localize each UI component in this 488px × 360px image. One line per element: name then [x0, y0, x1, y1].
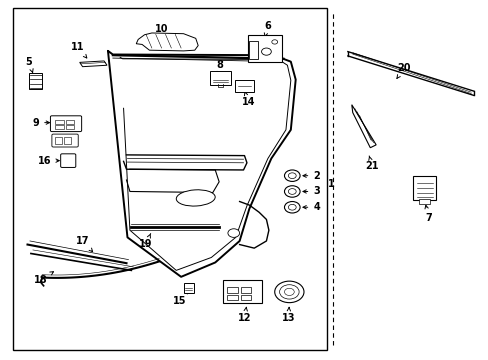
FancyBboxPatch shape — [223, 280, 261, 303]
Polygon shape — [351, 105, 375, 148]
Text: 4: 4 — [303, 202, 319, 212]
Circle shape — [284, 202, 300, 213]
Bar — [65, 125, 74, 129]
Bar — [55, 120, 63, 124]
FancyBboxPatch shape — [234, 80, 253, 92]
Circle shape — [279, 285, 299, 299]
Circle shape — [227, 229, 239, 237]
Text: 15: 15 — [173, 290, 187, 306]
Ellipse shape — [176, 190, 215, 206]
Circle shape — [284, 288, 294, 296]
Text: 21: 21 — [365, 156, 378, 171]
Bar — [226, 295, 237, 301]
Text: 10: 10 — [155, 24, 168, 41]
FancyBboxPatch shape — [52, 134, 78, 147]
Bar — [240, 295, 251, 301]
Circle shape — [284, 186, 300, 197]
Text: 17: 17 — [76, 236, 92, 252]
Bar — [55, 125, 63, 129]
FancyBboxPatch shape — [61, 154, 76, 167]
Text: 11: 11 — [71, 42, 86, 58]
FancyBboxPatch shape — [412, 176, 435, 201]
Circle shape — [284, 170, 300, 181]
Text: 9: 9 — [32, 118, 49, 128]
Polygon shape — [80, 61, 107, 67]
Bar — [183, 283, 194, 293]
Text: 6: 6 — [264, 21, 271, 37]
FancyBboxPatch shape — [50, 116, 81, 132]
Text: 5: 5 — [25, 57, 33, 72]
Bar — [65, 120, 74, 124]
Bar — [55, 137, 62, 144]
Text: 18: 18 — [34, 272, 53, 285]
Text: 3: 3 — [303, 186, 319, 197]
Bar — [240, 287, 251, 293]
Text: 7: 7 — [424, 205, 431, 222]
Text: 20: 20 — [396, 63, 410, 78]
Text: 1: 1 — [327, 179, 334, 189]
Text: 19: 19 — [139, 234, 152, 249]
Bar — [13, 8, 327, 350]
Bar — [418, 199, 429, 204]
Text: 2: 2 — [303, 171, 319, 181]
Circle shape — [274, 281, 304, 303]
Polygon shape — [136, 33, 198, 51]
FancyBboxPatch shape — [248, 35, 282, 62]
Circle shape — [288, 173, 296, 179]
Text: 13: 13 — [281, 307, 295, 323]
Circle shape — [288, 189, 296, 194]
Text: 16: 16 — [38, 156, 59, 166]
Circle shape — [261, 48, 271, 55]
Text: 14: 14 — [241, 91, 255, 107]
FancyBboxPatch shape — [210, 71, 230, 85]
Bar — [64, 137, 71, 144]
Bar — [226, 287, 237, 293]
Bar — [29, 73, 42, 89]
Text: 8: 8 — [216, 60, 223, 76]
Circle shape — [271, 40, 277, 44]
Bar — [249, 41, 258, 59]
Circle shape — [288, 204, 296, 210]
Text: 12: 12 — [237, 307, 251, 323]
